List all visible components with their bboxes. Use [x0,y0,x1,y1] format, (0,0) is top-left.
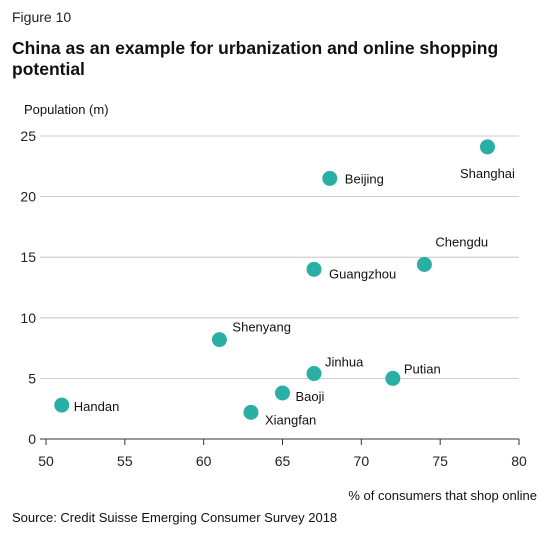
x-tick-60: 60 [196,453,212,469]
point-shenyang [211,332,227,348]
x-tick-labels: 50 55 60 65 70 75 80 [38,453,527,469]
x-tick-50: 50 [38,453,54,469]
point-beijing [322,170,338,186]
point-label-shenyang: Shenyang [232,320,291,335]
point-label-shanghai: Shanghai [460,166,515,181]
point-label-handan: Handan [74,399,120,414]
y-tick-5: 5 [28,370,36,386]
data-points: Shanghai Beijing Chengdu Guangzhou Shenyang J… [54,139,515,427]
y-tick-10: 10 [20,310,36,326]
point-xiangfan [243,404,259,420]
point-handan [54,397,70,413]
point-shanghai [479,139,495,155]
y-tick-labels: 0 5 10 15 20 25 [20,128,36,447]
x-tick-55: 55 [117,453,133,469]
x-tick-80: 80 [511,453,527,469]
point-label-chengdu: Chengdu [435,234,488,249]
x-tick-70: 70 [354,453,370,469]
figure-label: Figure 10 [12,9,72,25]
x-axis-label: % of consumers that shop online [348,488,537,503]
y-axis-label: Population (m) [24,102,109,117]
y-tick-0: 0 [28,431,36,447]
chart-title: China as an example for urbanization and… [12,38,499,79]
point-label-beijing: Beijing [345,171,384,186]
point-label-guangzhou: Guangzhou [329,266,396,281]
point-guangzhou [306,261,322,277]
point-label-jinhua: Jinhua [325,355,364,370]
y-tick-20: 20 [20,189,36,205]
point-label-putian: Putian [404,361,441,376]
y-tick-25: 25 [20,128,36,144]
grid-lines [40,135,520,445]
source-note: Source: Credit Suisse Emerging Consumer … [12,510,338,525]
point-label-xiangfan: Xiangfan [265,412,316,427]
point-label-baoji: Baoji [296,389,325,404]
point-jinhua [306,366,322,382]
point-baoji [275,385,290,401]
y-tick-15: 15 [20,249,36,265]
x-tick-65: 65 [275,453,291,469]
point-chengdu [416,256,432,272]
x-tick-75: 75 [432,453,448,469]
point-putian [385,370,401,386]
